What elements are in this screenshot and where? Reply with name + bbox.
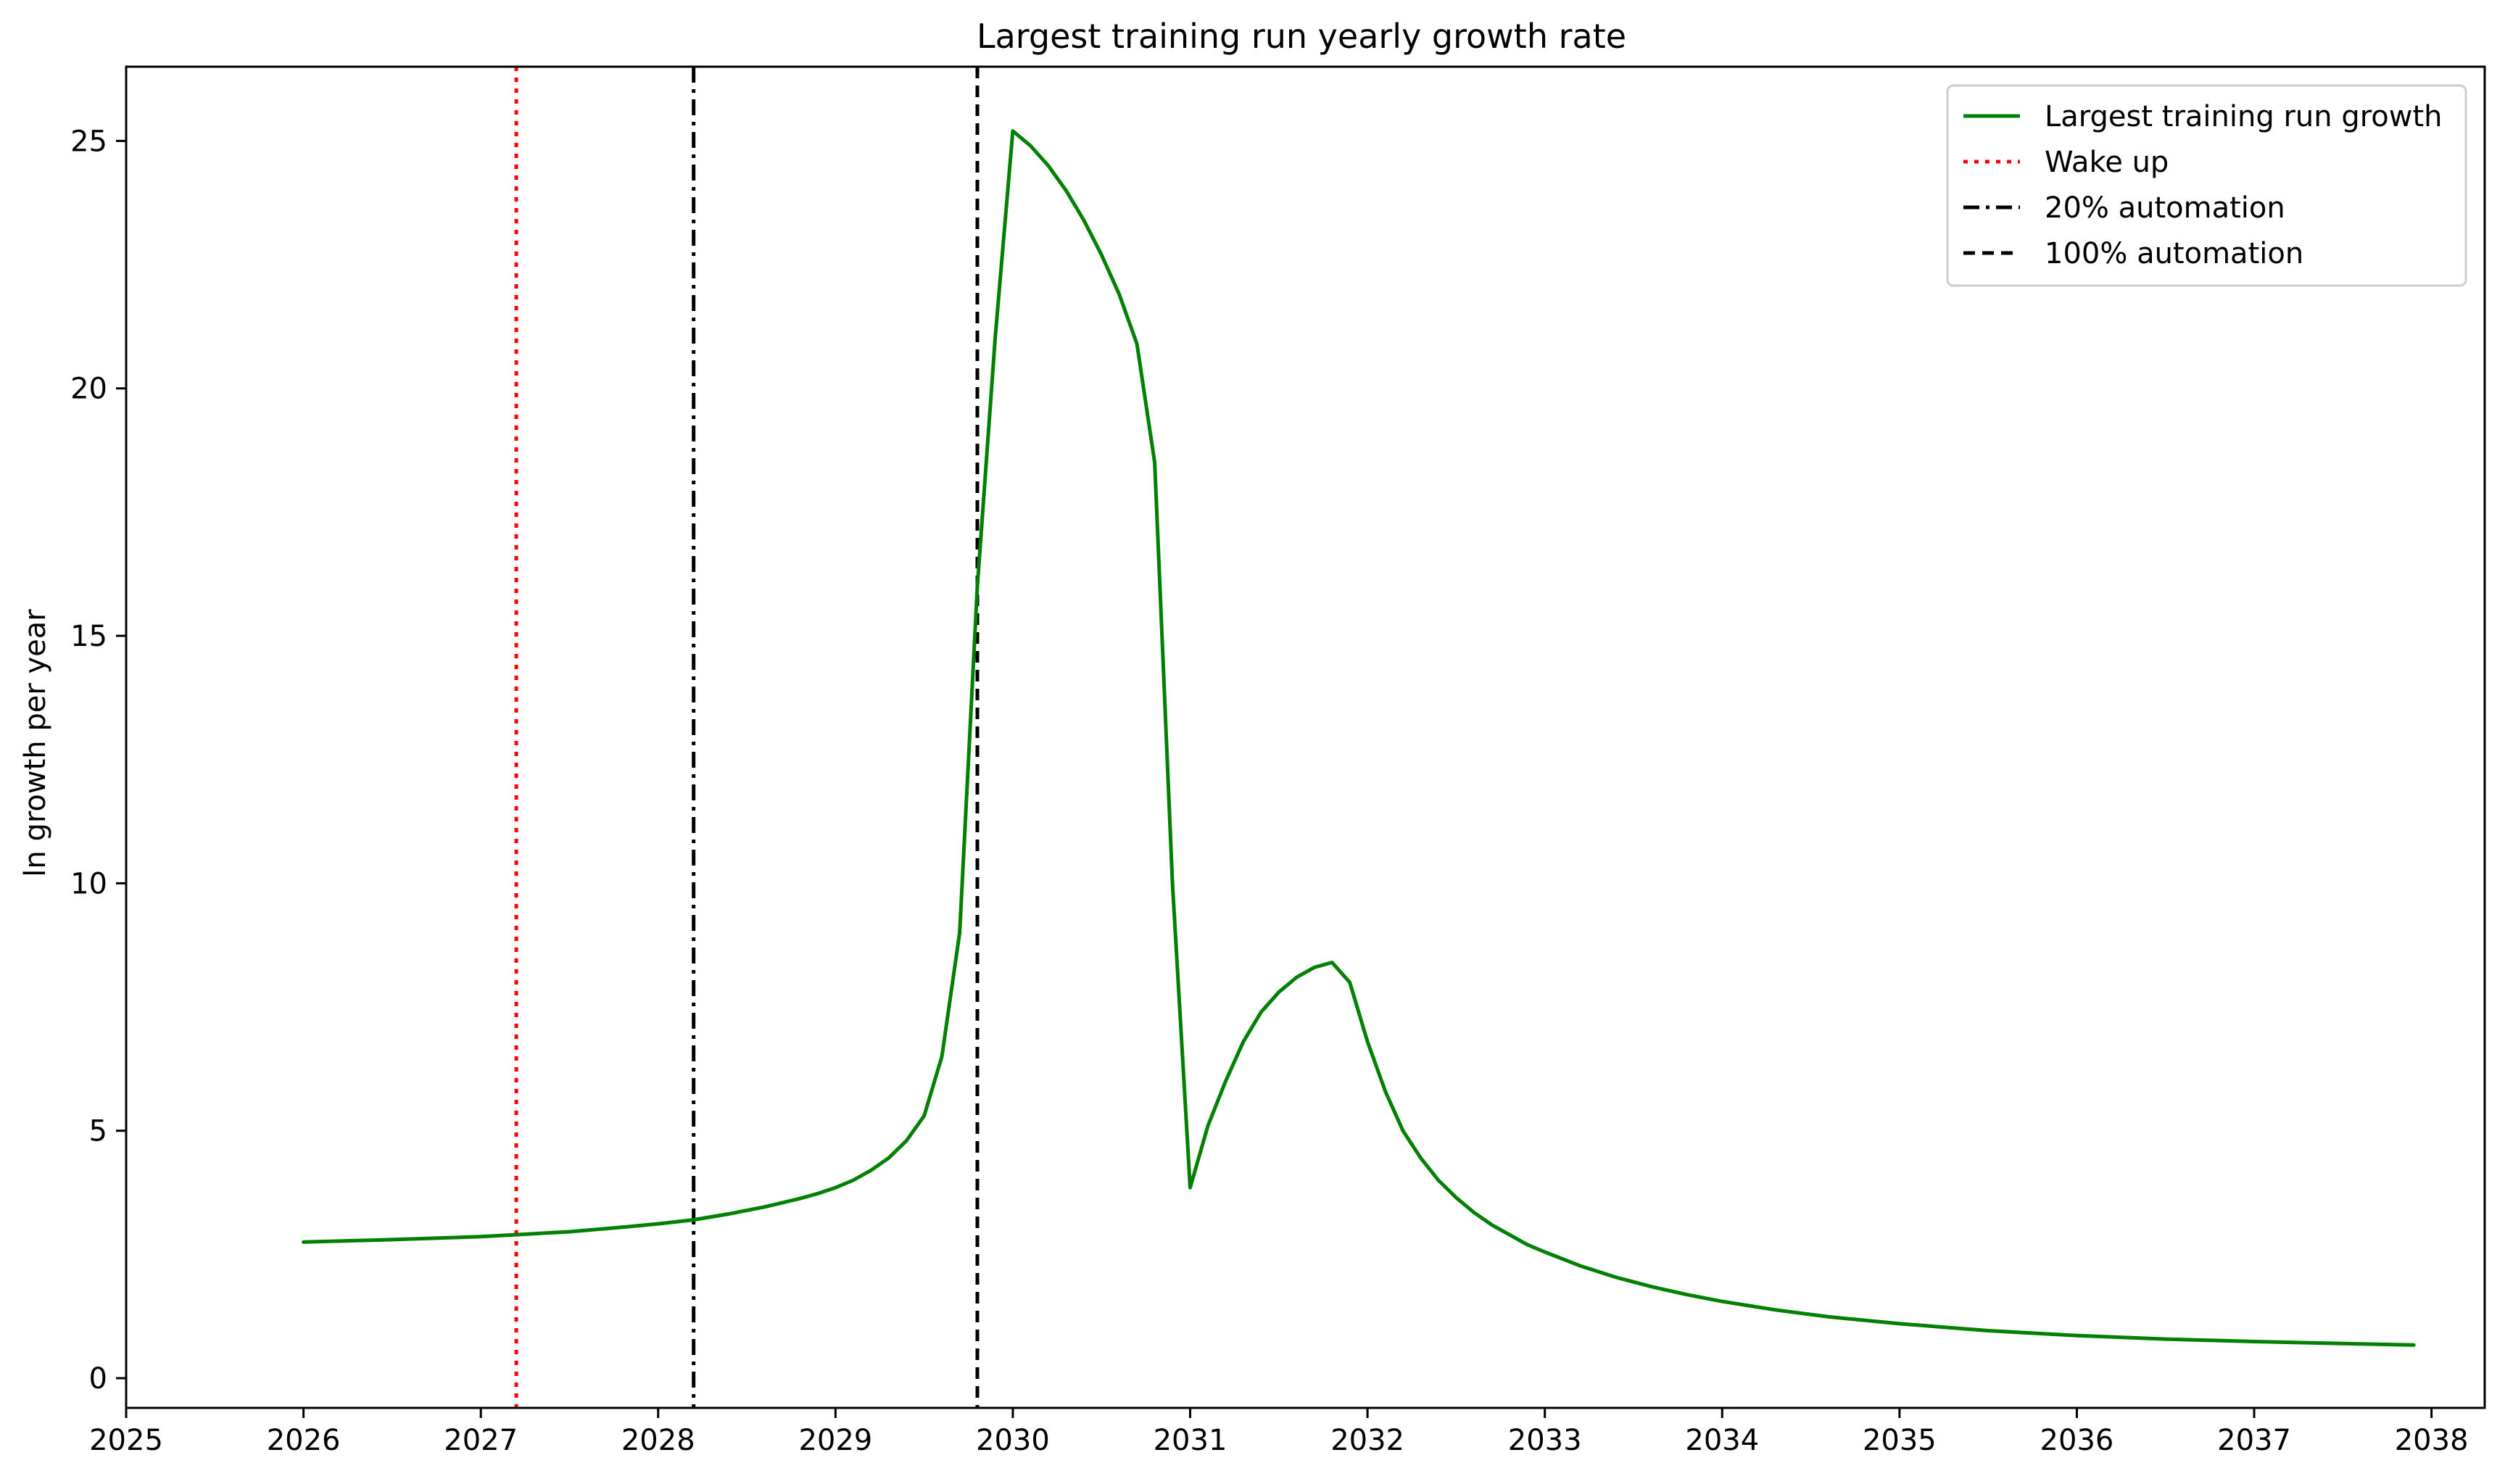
- x-tick-label-7: 2032: [1330, 1424, 1404, 1457]
- y-tick-label-2: 10: [70, 867, 107, 900]
- x-tick-label-9: 2034: [1685, 1424, 1759, 1457]
- legend-box: [1946, 84, 2467, 287]
- y-tick-label-3: 15: [70, 620, 107, 653]
- plot-frame: [125, 65, 2486, 1409]
- legend-label-3: 20% automation: [2045, 191, 2285, 225]
- plot-area: [302, 67, 2416, 1408]
- legend-label-1: Largest training run growth: [2045, 100, 2443, 133]
- x-tick-label-4: 2029: [798, 1424, 872, 1457]
- x-tick-label-6: 2031: [1154, 1424, 1227, 1457]
- axes: 2025 2026 2027 2028 2029 2030 2031 2032 2033 2034…: [70, 65, 2486, 1457]
- x-tick-label-12: 2037: [2217, 1424, 2291, 1457]
- y-tick-label-1: 5: [89, 1115, 107, 1148]
- y-tick-label-5: 25: [70, 125, 107, 158]
- x-tick-label-3: 2028: [621, 1424, 695, 1457]
- x-tick-label-8: 2033: [1508, 1424, 1582, 1457]
- x-tick-label-13: 2038: [2395, 1424, 2469, 1457]
- legend-label-4: 100% automation: [2045, 237, 2303, 270]
- series-line-1: [302, 129, 2416, 1347]
- x-tick-label-2: 2027: [444, 1424, 518, 1457]
- x-tick-label-11: 2036: [2040, 1424, 2114, 1457]
- y-tick-label-4: 20: [70, 373, 107, 406]
- legend: Largest training run growth Wake up 20% au…: [1946, 84, 2467, 287]
- y-tick-label-0: 0: [89, 1362, 107, 1396]
- x-tick-label-1: 2026: [267, 1424, 341, 1457]
- x-tick-label-10: 2035: [1863, 1424, 1937, 1457]
- x-tick-label-5: 2030: [976, 1424, 1050, 1457]
- y-axis-label: ln growth per year: [19, 609, 52, 877]
- chart-title: Largest training run yearly growth rate: [977, 17, 1626, 56]
- x-tick-label-0: 2025: [89, 1424, 163, 1457]
- legend-label-2: Wake up: [2045, 146, 2169, 179]
